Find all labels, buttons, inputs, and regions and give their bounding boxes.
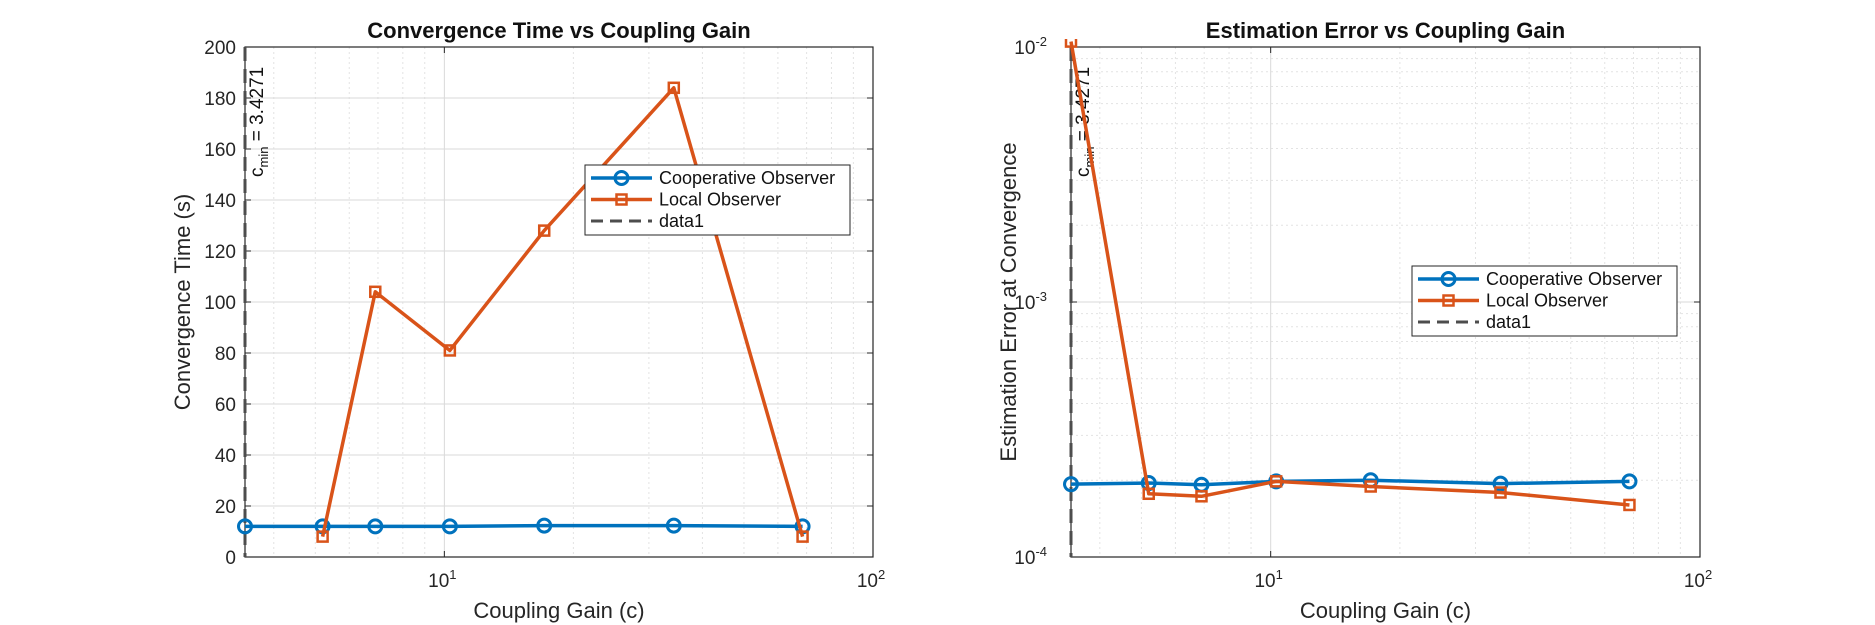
annotation-symbol: c: [1073, 168, 1094, 178]
y-tick-label: 180: [204, 89, 236, 110]
y-tick-base: 10: [1014, 38, 1035, 59]
data-point: [1623, 498, 1636, 512]
legend-marker: [1442, 294, 1455, 307]
data-point: [237, 518, 253, 535]
x-tick-exponent: 1: [1276, 567, 1283, 582]
data-point: [1064, 39, 1078, 48]
data-point: [1063, 476, 1079, 493]
y-tick-exponent: -3: [1035, 289, 1047, 304]
data-point: [367, 518, 384, 535]
y-tick-exponent: -2: [1035, 34, 1047, 49]
x-tick-label: 102: [857, 567, 885, 592]
y-tick-base: 10: [1014, 548, 1035, 569]
x-tick-base: 10: [1254, 571, 1275, 592]
data-point: [369, 285, 382, 299]
x-tick-base: 10: [857, 571, 878, 592]
y-tick-label: 40: [215, 446, 236, 467]
annotation-symbol: c: [247, 168, 268, 178]
y-tick-label: 100: [204, 293, 236, 314]
series-2: [1064, 39, 1636, 512]
x-axis-label: Coupling Gain (c): [473, 598, 644, 623]
y-tick-label: 160: [204, 140, 236, 161]
legend-label: data1: [1486, 312, 1531, 332]
y-tick-label: 120: [204, 242, 236, 263]
data-point: [316, 530, 329, 543]
x-tick-base: 10: [1684, 571, 1705, 592]
legend-label: Local Observer: [1486, 291, 1608, 311]
series-line: [320, 86, 805, 538]
legend-label: Cooperative Observer: [659, 168, 835, 188]
series-line: [1069, 41, 1630, 507]
x-tick-label: 102: [1684, 567, 1712, 592]
legend-marker: [1440, 271, 1457, 287]
y-tick-base: 10: [1014, 293, 1035, 314]
series-1: [237, 517, 811, 535]
y-tick-label: 0: [225, 548, 236, 569]
x-axis-label: Coupling Gain (c): [1300, 598, 1471, 623]
x-tick-label: 101: [428, 567, 456, 592]
data-point: [1195, 490, 1208, 503]
x-tick-base: 10: [428, 571, 449, 592]
data-point: [537, 224, 551, 237]
x-tick-exponent: 2: [1705, 567, 1712, 582]
tick-marks: [245, 46, 874, 558]
chart-1: 101 102020406080100120140160180200Converg…: [170, 18, 885, 623]
chart-title: Convergence Time vs Coupling Gain: [367, 18, 750, 43]
y-tick-label: 200: [204, 38, 236, 59]
data-point: [1269, 475, 1283, 488]
chart-title: Estimation Error vs Coupling Gain: [1206, 18, 1565, 43]
y-tick-label: 60: [215, 395, 236, 416]
annotation-subscript: min: [256, 147, 271, 168]
data-point: [441, 518, 458, 535]
data-point: [667, 81, 681, 95]
y-axis-label: Convergence Time (s): [170, 194, 195, 410]
data-point: [665, 517, 682, 534]
cmin-annotation: cmin = 3.4271: [247, 67, 271, 177]
y-tick-exponent: -4: [1035, 544, 1047, 559]
x-tick-exponent: 1: [449, 567, 456, 582]
legend-label: Cooperative Observer: [1486, 269, 1662, 289]
annotation-value: = 3.4271: [247, 67, 268, 147]
data-point: [1142, 487, 1155, 501]
y-tick-label: 10-3: [1014, 289, 1047, 314]
legend-marker: [613, 170, 630, 186]
y-tick-label: 20: [215, 497, 236, 518]
data-point: [1364, 480, 1377, 493]
y-tick-label: 140: [204, 191, 236, 212]
y-tick-label: 10-2: [1014, 34, 1047, 59]
data-point: [1621, 473, 1638, 490]
legend-label: data1: [659, 211, 704, 231]
legend-marker: [615, 193, 628, 206]
y-tick-label: 10-4: [1014, 544, 1047, 569]
data-point: [1492, 475, 1509, 492]
x-tick-label: 101: [1254, 567, 1282, 592]
series-line: [245, 523, 803, 529]
data-point: [796, 530, 809, 543]
data-point: [443, 344, 457, 357]
y-axis-label: Estimation Error at Convergence: [996, 142, 1021, 461]
x-tick-exponent: 2: [878, 567, 885, 582]
legend-label: Local Observer: [659, 190, 781, 210]
data-point: [536, 517, 553, 534]
data-point: [1494, 486, 1507, 499]
series-2: [316, 81, 809, 543]
y-tick-label: 80: [215, 344, 236, 365]
